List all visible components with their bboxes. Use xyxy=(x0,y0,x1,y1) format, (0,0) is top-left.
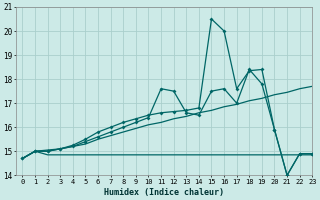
X-axis label: Humidex (Indice chaleur): Humidex (Indice chaleur) xyxy=(104,188,224,197)
